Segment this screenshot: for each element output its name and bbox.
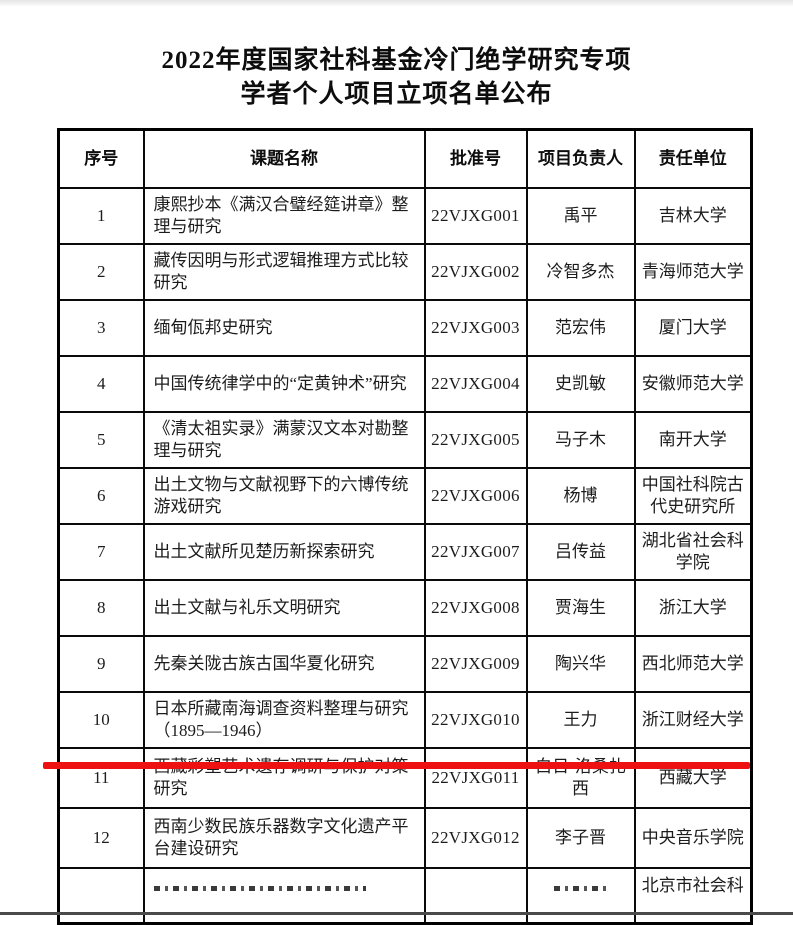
column-header-title: 课题名称 bbox=[142, 128, 426, 189]
document-title-line2: 学者个人项目立项名单公布 bbox=[240, 81, 553, 108]
cell-title: 出土文物与文献视野下的六博传统游戏研究 bbox=[142, 466, 426, 525]
column-header-approval: 批准号 bbox=[423, 128, 528, 189]
cell-approval-no: 22VJXG004 bbox=[423, 354, 528, 413]
cell-approval-no: 22VJXG003 bbox=[423, 298, 528, 357]
cell-serial: 4 bbox=[57, 354, 145, 413]
column-header-serial: 序号 bbox=[57, 128, 145, 189]
cell-leader: 范宏伟 bbox=[525, 298, 636, 357]
cell-serial: 5 bbox=[57, 410, 145, 469]
document-title: 2022年度国家社科基金冷门绝学研究专项 学者个人项目立项名单公布 bbox=[0, 44, 793, 112]
cell-serial bbox=[57, 866, 145, 925]
cell-unit: 厦门大学 bbox=[633, 298, 753, 357]
red-underline-annotation bbox=[43, 762, 750, 769]
column-header-leader: 项目负责人 bbox=[525, 128, 636, 189]
table-row: 3 缅甸佤邦史研究 22VJXG003 范宏伟 厦门大学 bbox=[57, 298, 753, 357]
cell-leader: 李子晋 bbox=[525, 806, 636, 869]
table-row: 4 中国传统律学中的“定黄钟术”研究 22VJXG004 史凯敏 安徽师范大学 bbox=[57, 354, 753, 413]
table-row: 6 出土文物与文献视野下的六博传统游戏研究 22VJXG006 杨博 中国社科院… bbox=[57, 466, 753, 525]
cell-serial: 6 bbox=[57, 466, 145, 525]
cell-serial: 3 bbox=[57, 298, 145, 357]
table-row: 2 藏传因明与形式逻辑推理方式比较研究 22VJXG002 冷智多杰 青海师范大… bbox=[57, 242, 753, 301]
document-title-line1: 2022年度国家社科基金冷门绝学研究专项 bbox=[161, 47, 632, 74]
project-list-table: 序号 课题名称 批准号 项目负责人 责任单位 1 康熙抄本《满汉合璧经筵讲章》整… bbox=[57, 128, 753, 925]
cell-leader bbox=[525, 866, 636, 925]
cell-unit: 西藏大学 bbox=[633, 746, 753, 809]
cell-title: 缅甸佤邦史研究 bbox=[142, 298, 426, 357]
cell-approval-no: 22VJXG008 bbox=[423, 578, 528, 637]
cell-approval-no: 22VJXG010 bbox=[423, 690, 528, 749]
cell-leader: 白日·洛桑扎西 bbox=[525, 746, 636, 809]
cell-serial: 7 bbox=[57, 522, 145, 581]
cell-title: 出土文献所见楚历新探索研究 bbox=[142, 522, 426, 581]
cell-leader: 禹平 bbox=[525, 186, 636, 245]
cell-approval-no: 22VJXG012 bbox=[423, 806, 528, 869]
cell-leader: 马子木 bbox=[525, 410, 636, 469]
table-row: 11 西藏彩塑艺术遗存调研与保护对策研究 22VJXG011 白日·洛桑扎西 西… bbox=[57, 746, 753, 809]
table-row: 8 出土文献与礼乐文明研究 22VJXG008 贾海生 浙江大学 bbox=[57, 578, 753, 637]
cell-approval-no: 22VJXG007 bbox=[423, 522, 528, 581]
cell-serial: 10 bbox=[57, 690, 145, 749]
cell-serial: 2 bbox=[57, 242, 145, 301]
cell-unit: 湖北省社会科学院 bbox=[633, 522, 753, 581]
cell-approval-no bbox=[423, 866, 528, 925]
cell-unit: 北京市社会科 bbox=[633, 866, 753, 925]
cell-unit: 浙江财经大学 bbox=[633, 690, 753, 749]
cell-serial: 9 bbox=[57, 634, 145, 693]
cell-leader: 杨博 bbox=[525, 466, 636, 525]
cell-serial: 8 bbox=[57, 578, 145, 637]
clipped-text-fragment bbox=[153, 885, 366, 891]
cell-leader: 陶兴华 bbox=[525, 634, 636, 693]
page-bottom-edge-bar bbox=[0, 912, 793, 915]
cell-title: 出土文献与礼乐文明研究 bbox=[142, 578, 426, 637]
table-row: 9 先秦关陇古族古国华夏化研究 22VJXG009 陶兴华 西北师范大学 bbox=[57, 634, 753, 693]
cell-title bbox=[142, 866, 426, 925]
page-top-edge-shade bbox=[0, 0, 793, 6]
cell-serial: 1 bbox=[57, 186, 145, 245]
cell-approval-no: 22VJXG005 bbox=[423, 410, 528, 469]
cell-unit: 青海师范大学 bbox=[633, 242, 753, 301]
table-row-highlighted: 10 日本所藏南海调查资料整理与研究（1895—1946） 22VJXG010 … bbox=[57, 690, 753, 749]
cell-title: 《清太祖实录》满蒙汉文本对勘整理与研究 bbox=[142, 410, 426, 469]
cell-leader: 史凯敏 bbox=[525, 354, 636, 413]
cell-unit: 南开大学 bbox=[633, 410, 753, 469]
table-row: 1 康熙抄本《满汉合璧经筵讲章》整理与研究 22VJXG001 禹平 吉林大学 bbox=[57, 186, 753, 245]
cell-title: 日本所藏南海调查资料整理与研究（1895—1946） bbox=[142, 690, 426, 749]
cell-title: 西藏彩塑艺术遗存调研与保护对策研究 bbox=[142, 746, 426, 809]
cell-title: 康熙抄本《满汉合璧经筵讲章》整理与研究 bbox=[142, 186, 426, 245]
cell-serial: 11 bbox=[57, 746, 145, 809]
cell-serial: 12 bbox=[57, 806, 145, 869]
cell-leader: 冷智多杰 bbox=[525, 242, 636, 301]
cell-leader: 吕传益 bbox=[525, 522, 636, 581]
cell-approval-no: 22VJXG001 bbox=[423, 186, 528, 245]
cell-leader: 王力 bbox=[525, 690, 636, 749]
cell-unit: 安徽师范大学 bbox=[633, 354, 753, 413]
cell-approval-no: 22VJXG011 bbox=[423, 746, 528, 809]
cell-title: 中国传统律学中的“定黄钟术”研究 bbox=[142, 354, 426, 413]
table-row: 7 出土文献所见楚历新探索研究 22VJXG007 吕传益 湖北省社会科学院 bbox=[57, 522, 753, 581]
cell-unit: 浙江大学 bbox=[633, 578, 753, 637]
table-header-row: 序号 课题名称 批准号 项目负责人 责任单位 bbox=[57, 128, 753, 189]
cell-leader: 贾海生 bbox=[525, 578, 636, 637]
cell-approval-no: 22VJXG009 bbox=[423, 634, 528, 693]
table-row: 12 西南少数民族乐器数字文化遗产平台建设研究 22VJXG012 李子晋 中央… bbox=[57, 806, 753, 869]
cell-approval-no: 22VJXG006 bbox=[423, 466, 528, 525]
table-row: 5 《清太祖实录》满蒙汉文本对勘整理与研究 22VJXG005 马子木 南开大学 bbox=[57, 410, 753, 469]
cell-title: 藏传因明与形式逻辑推理方式比较研究 bbox=[142, 242, 426, 301]
cell-title: 先秦关陇古族古国华夏化研究 bbox=[142, 634, 426, 693]
table-row-clipped: 北京市社会科 bbox=[57, 866, 753, 925]
cell-unit: 吉林大学 bbox=[633, 186, 753, 245]
cell-unit: 中央音乐学院 bbox=[633, 806, 753, 869]
cell-approval-no: 22VJXG002 bbox=[423, 242, 528, 301]
clipped-text-fragment bbox=[553, 885, 608, 891]
cell-unit: 中国社科院古代史研究所 bbox=[633, 466, 753, 525]
cell-unit: 西北师范大学 bbox=[633, 634, 753, 693]
cell-title: 西南少数民族乐器数字文化遗产平台建设研究 bbox=[142, 806, 426, 869]
column-header-unit: 责任单位 bbox=[633, 128, 753, 189]
